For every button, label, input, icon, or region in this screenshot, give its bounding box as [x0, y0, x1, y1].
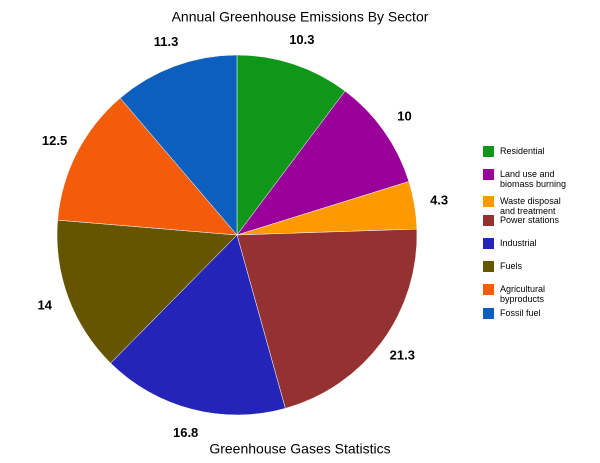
- legend-swatch: [483, 215, 494, 226]
- legend-swatch: [483, 146, 494, 157]
- data-label: 16.8: [173, 425, 198, 440]
- data-label: 11.3: [154, 34, 179, 49]
- legend-label: Residential: [500, 146, 545, 156]
- pie-slice: [110, 234, 286, 416]
- pie-slice: [236, 90, 410, 236]
- legend-item: Agricultural byproducts: [483, 284, 572, 304]
- pie-slice: [56, 219, 238, 364]
- legend-swatch: [483, 238, 494, 249]
- pie-slice: [236, 228, 418, 409]
- legend-item: Fossil fuel: [483, 308, 572, 319]
- legend-label: Fossil fuel: [500, 308, 541, 318]
- legend-item: Waste disposal and treatment: [483, 196, 572, 216]
- pie-slice: [119, 54, 238, 236]
- pie-slice: [236, 54, 346, 236]
- legend-item: Residential: [483, 146, 572, 157]
- legend-item: Power stations: [483, 215, 572, 226]
- legend-swatch: [483, 196, 494, 207]
- data-label: 10.3: [289, 32, 314, 47]
- legend-label: Agricultural byproducts: [500, 284, 546, 304]
- legend-label: Fuels: [500, 261, 523, 271]
- legend-swatch: [483, 308, 494, 319]
- legend-label: Land use and biomass burning: [500, 169, 567, 189]
- legend-label: Waste disposal and treatment: [500, 196, 561, 216]
- chart-title: Annual Greenhouse Emissions By Sector: [172, 9, 429, 25]
- legend-swatch: [483, 261, 494, 272]
- legend-swatch: [483, 284, 494, 295]
- data-label: 10: [397, 108, 411, 123]
- data-label: 14: [38, 298, 53, 313]
- data-label: 12.5: [42, 133, 67, 148]
- legend-label: Industrial: [500, 238, 537, 248]
- chart-subtitle: Greenhouse Gases Statistics: [209, 441, 390, 457]
- data-label: 4.3: [430, 192, 448, 207]
- legend-item: Industrial: [483, 238, 572, 249]
- legend-swatch: [483, 169, 494, 180]
- pie-slice: [57, 97, 238, 236]
- legend-label: Power stations: [500, 215, 560, 225]
- legend-item: Land use and biomass burning: [483, 169, 572, 189]
- legend-item: Fuels: [483, 261, 572, 272]
- data-label: 21.3: [390, 348, 415, 363]
